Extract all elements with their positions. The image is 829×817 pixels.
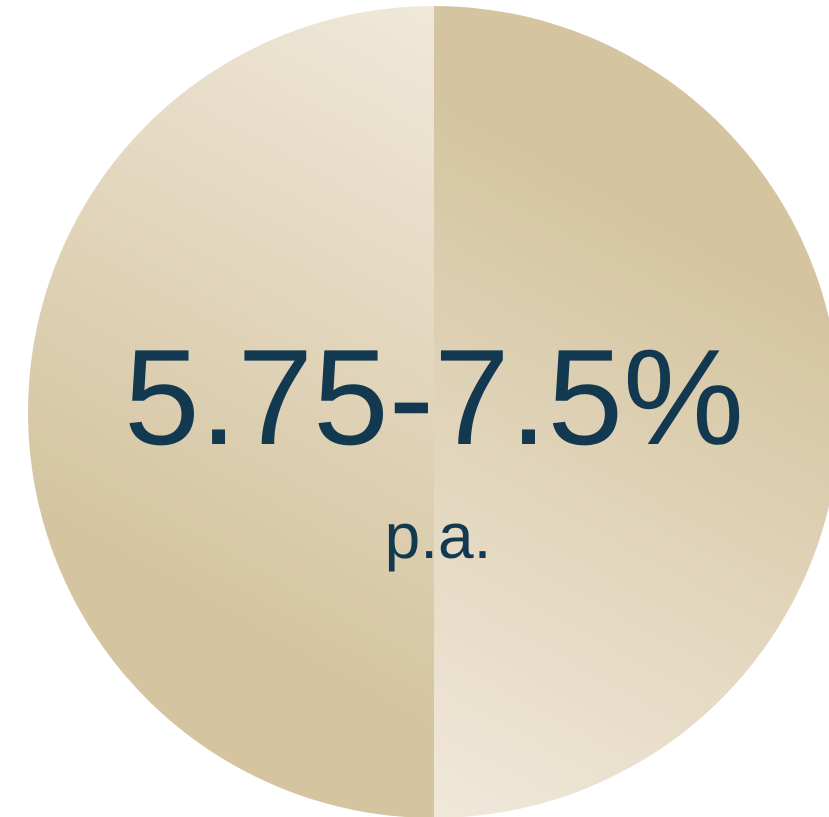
left-half (28, 6, 434, 817)
right-half (434, 6, 829, 817)
rate: 5.75-7.5% (124, 321, 744, 473)
period: p.a. (385, 500, 492, 572)
